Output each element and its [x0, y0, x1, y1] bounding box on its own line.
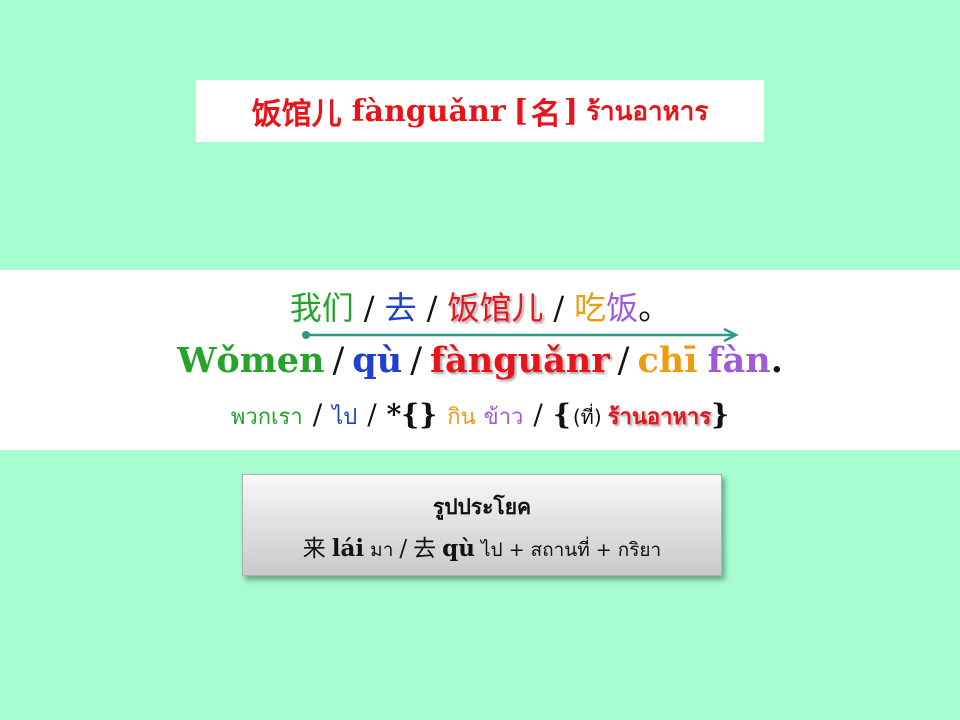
- example-sentence-band: [0, 270, 960, 450]
- vocab-thai: ร้านอาหาร: [586, 96, 709, 127]
- separator: /: [426, 289, 438, 327]
- vocab-title-box: 饭馆儿 fànguǎnr [ 名 ] ร้านอาหาร: [196, 80, 764, 142]
- pinyin-place: fànguǎnr: [430, 340, 610, 381]
- separator: /: [332, 341, 345, 381]
- separator: /: [367, 398, 377, 431]
- pattern-formula: 来 lái มา / 去 qù ไป + สถานที่ + กริยา: [243, 529, 721, 565]
- vocab-hanzi: 饭馆儿: [251, 97, 342, 132]
- hanzi-action-1: 吃: [574, 289, 607, 327]
- part-of-speech: 名: [530, 97, 561, 132]
- thai-place: ร้านอาหาร: [607, 405, 712, 430]
- pattern-lai-hanzi: 来: [302, 536, 326, 562]
- pinyin-action-1: chī: [637, 340, 698, 381]
- pattern-slash: /: [399, 536, 408, 562]
- hanzi-verb: 去: [384, 289, 417, 327]
- thai-close-brace: }: [711, 398, 730, 431]
- reorder-arrow-icon: [302, 328, 739, 342]
- separator: /: [312, 398, 323, 431]
- thai-subject: พวกเรา: [230, 405, 303, 430]
- thai-open-brace: {: [552, 398, 571, 431]
- pattern-verb: กริยา: [617, 539, 662, 561]
- thai-action-2: ข้าว: [483, 405, 524, 430]
- hanzi-end-mark: 。: [638, 289, 671, 327]
- separator: /: [617, 341, 630, 381]
- pinyin-subject: Wǒmen: [177, 340, 325, 381]
- pos-open-bracket: [: [513, 93, 528, 129]
- sentence-hanzi-line: 我们 / 去 / 饭馆儿 / 吃 饭 。: [0, 283, 960, 329]
- sentence-pattern-box: รูปประโยค 来 lái มา / 去 qù ไป + สถานที่ +…: [242, 474, 722, 576]
- sentence-pinyin-line: Wǒmen / qù / fànguǎnr / chī fàn .: [0, 340, 960, 381]
- thai-particle: (ที่): [572, 405, 602, 429]
- pinyin-action-2: fàn: [707, 340, 771, 381]
- separator: /: [410, 341, 422, 381]
- pattern-place: สถานที่: [530, 539, 590, 561]
- separator: /: [533, 398, 543, 431]
- pattern-lai-pinyin: lái: [331, 535, 365, 562]
- thai-marker: *{}: [386, 398, 438, 431]
- pattern-plus: +: [595, 539, 612, 561]
- separator: /: [553, 289, 565, 327]
- hanzi-action-2: 饭: [606, 289, 639, 327]
- pattern-title: รูปประโยค: [432, 495, 532, 519]
- pattern-qu-thai: ไป: [480, 539, 503, 561]
- hanzi-place: 饭馆儿: [447, 289, 544, 327]
- separator: /: [363, 289, 375, 327]
- pattern-qu-hanzi: 去: [413, 536, 437, 562]
- thai-verb: ไป: [332, 405, 358, 430]
- pinyin-end-mark: .: [770, 340, 783, 381]
- pattern-plus: +: [508, 539, 525, 561]
- vocab-pinyin: fànguǎnr: [351, 93, 506, 129]
- thai-action-1: กิน: [447, 405, 476, 430]
- hanzi-subject: 我们: [289, 289, 354, 327]
- sentence-thai-line: พวกเรา / ไป / *{} กิน ข้าว / { (ที่) ร้า…: [0, 398, 960, 434]
- pattern-lai-thai: มา: [370, 539, 394, 561]
- pos-close-bracket: ]: [563, 93, 579, 129]
- pattern-qu-pinyin: qù: [442, 535, 475, 562]
- pinyin-verb: qù: [352, 340, 403, 381]
